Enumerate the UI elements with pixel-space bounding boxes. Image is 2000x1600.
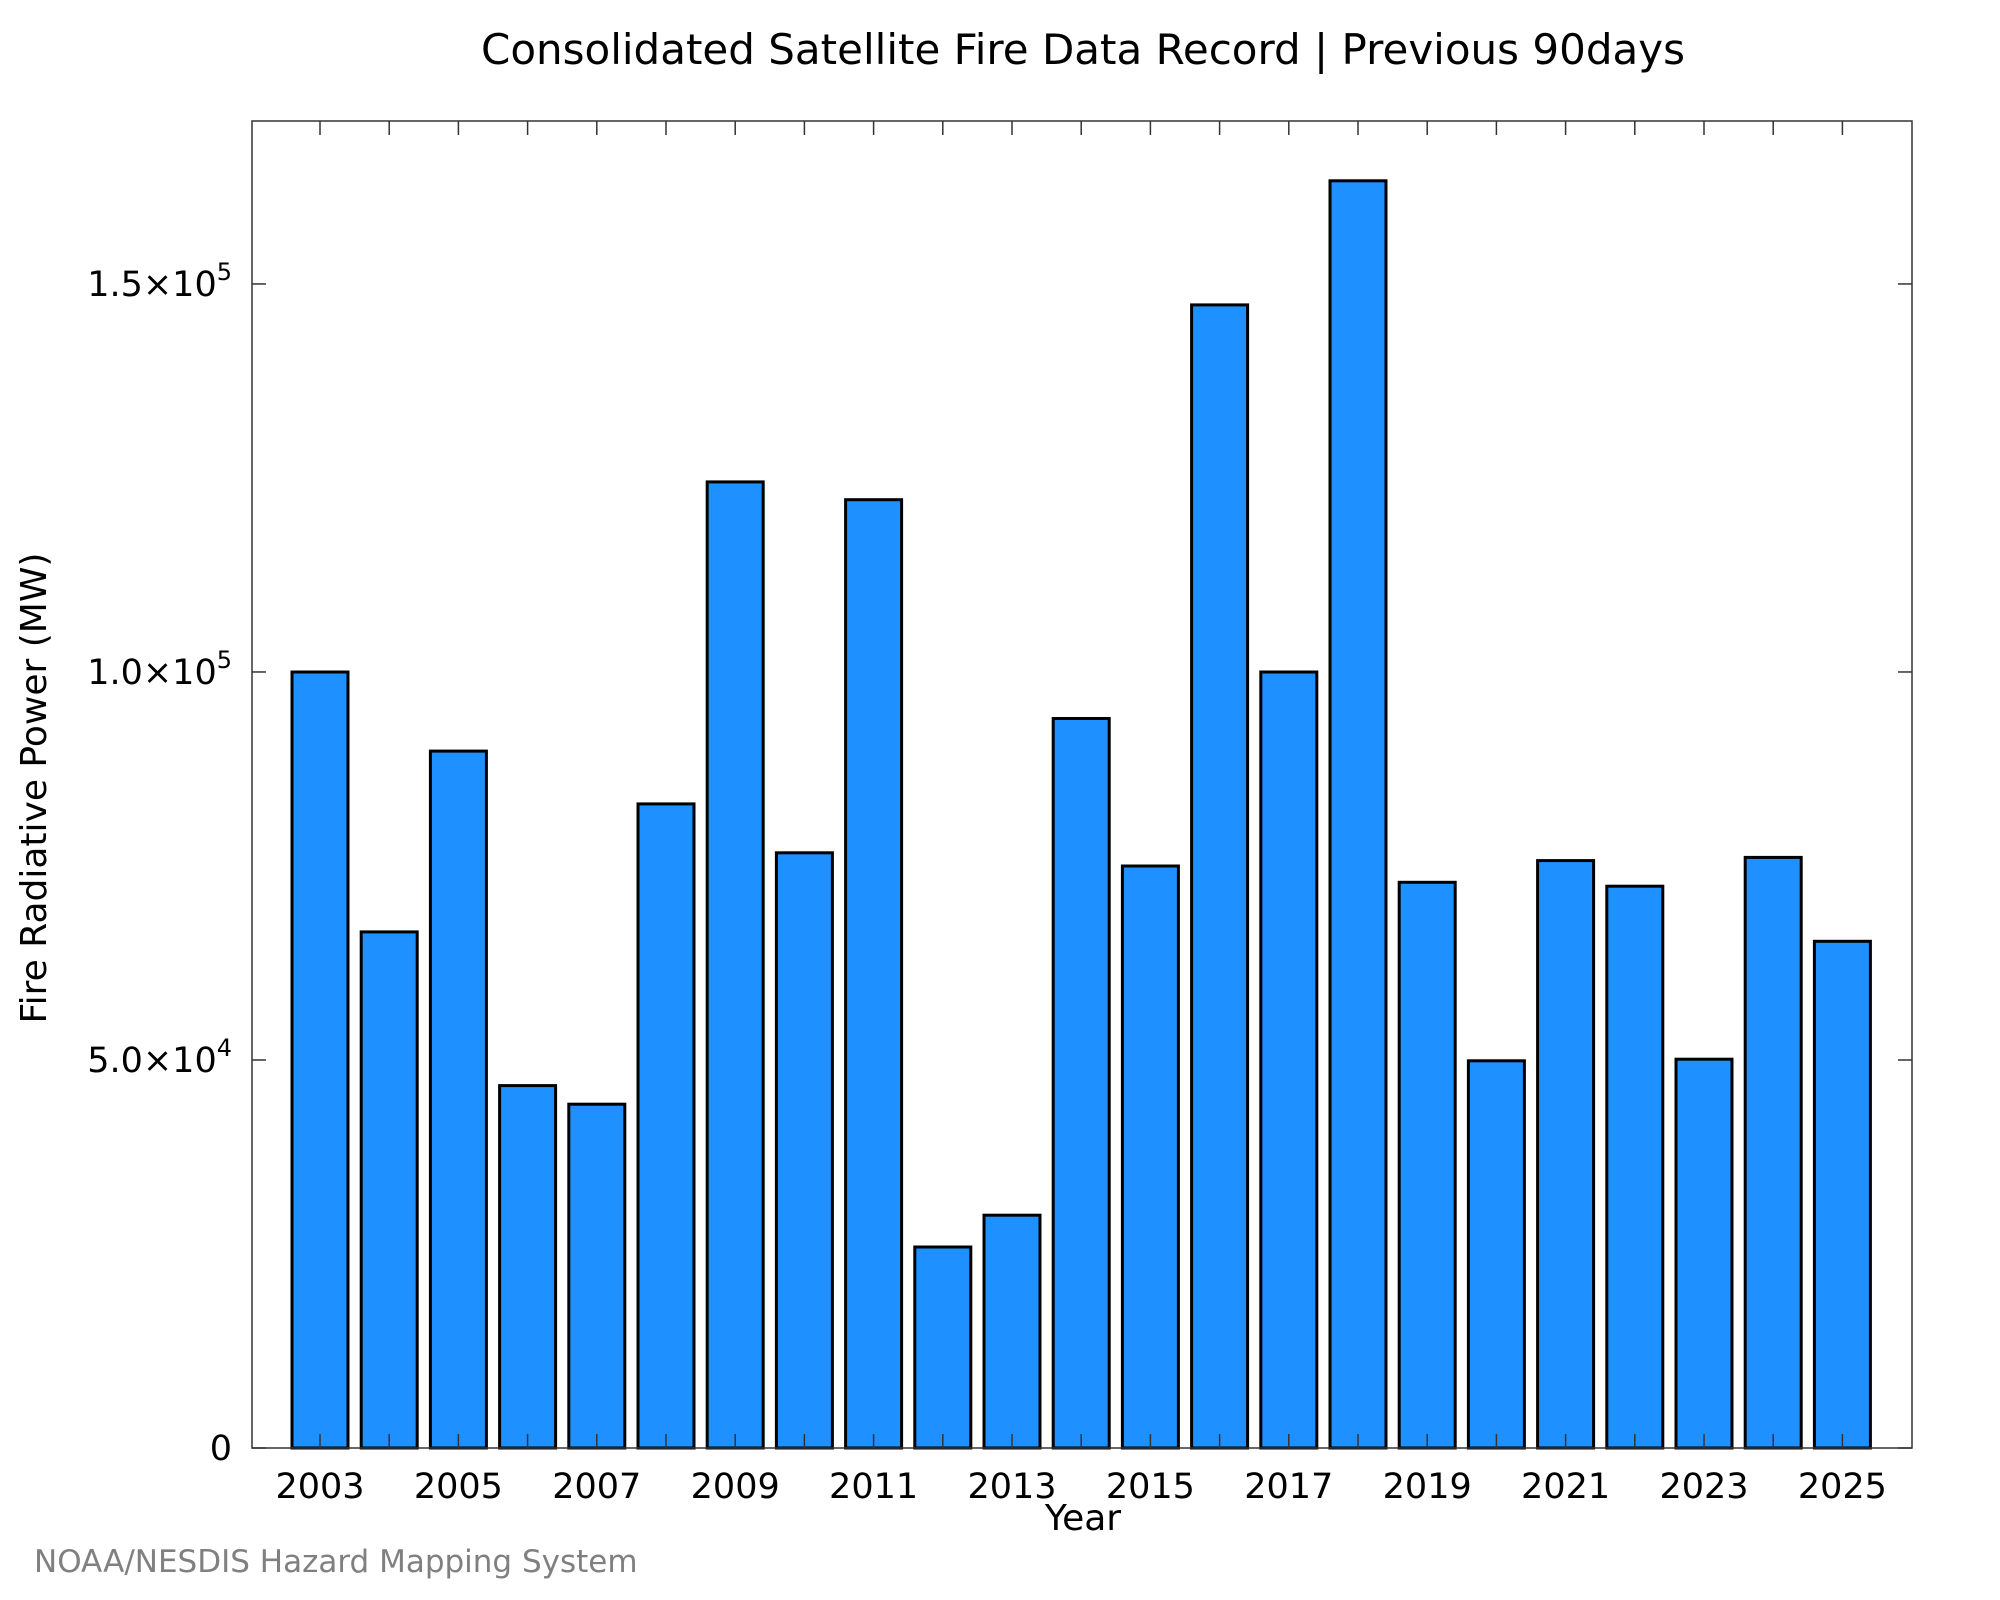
x-tick-label-2003: 2003 [275, 1467, 364, 1507]
x-tick-label-2005: 2005 [414, 1467, 503, 1507]
chart-title: Consolidated Satellite Fire Data Record … [481, 25, 1685, 74]
bar-2017 [1259, 670, 1319, 1450]
bar-2006 [498, 1084, 558, 1450]
bar-2013 [982, 1213, 1042, 1450]
bar-2025 [1812, 939, 1872, 1450]
bar-2005 [428, 749, 488, 1450]
bar-2004 [359, 930, 419, 1450]
bar-2020 [1466, 1059, 1526, 1450]
bar-2007 [567, 1102, 627, 1450]
bar-2011 [844, 498, 904, 1450]
bar-2014 [1051, 717, 1111, 1450]
x-tick-label-2007: 2007 [552, 1467, 641, 1507]
y-axis-label: Fire Radiative Power (MW) [14, 553, 55, 1024]
x-tick-label-2011: 2011 [829, 1467, 918, 1507]
x-tick-label-2023: 2023 [1659, 1467, 1748, 1507]
y-tick-label-3: 1.5×105 [87, 258, 232, 305]
bar-2016 [1190, 303, 1250, 1450]
y-tick-label-1: 5.0×104 [87, 1034, 232, 1081]
bar-2008 [636, 802, 696, 1450]
bar-2012 [913, 1245, 973, 1450]
bar-2009 [705, 480, 765, 1450]
x-tick-label-2019: 2019 [1383, 1467, 1472, 1507]
bar-2022 [1605, 884, 1665, 1450]
x-tick-label-2025: 2025 [1798, 1467, 1887, 1507]
plot-frame [251, 120, 1913, 1449]
x-tick-label-2009: 2009 [691, 1467, 780, 1507]
plot-area: 2003 2005 2007 2009 2011 2013 2015 2017 2019 2021… [87, 120, 1913, 1507]
x-tick-label-2013: 2013 [967, 1467, 1056, 1507]
bar-2024 [1743, 855, 1803, 1450]
bar-2003 [290, 670, 350, 1450]
bar-2023 [1674, 1057, 1734, 1450]
y-tick-label-2: 1.0×105 [87, 646, 232, 693]
bar-2019 [1397, 880, 1457, 1450]
bar-2018 [1328, 179, 1388, 1450]
bar-2010 [774, 851, 834, 1450]
bar-2021 [1536, 859, 1596, 1450]
credit-text: NOAA/NESDIS Hazard Mapping System [34, 1544, 638, 1580]
x-tick-label-2015: 2015 [1106, 1467, 1195, 1507]
y-tick-label-0: 0 [210, 1429, 232, 1469]
x-tick-label-2017: 2017 [1244, 1467, 1333, 1507]
bar-2015 [1120, 864, 1180, 1450]
x-axis-label: Year [1044, 1498, 1121, 1539]
x-tick-label-2021: 2021 [1521, 1467, 1610, 1507]
